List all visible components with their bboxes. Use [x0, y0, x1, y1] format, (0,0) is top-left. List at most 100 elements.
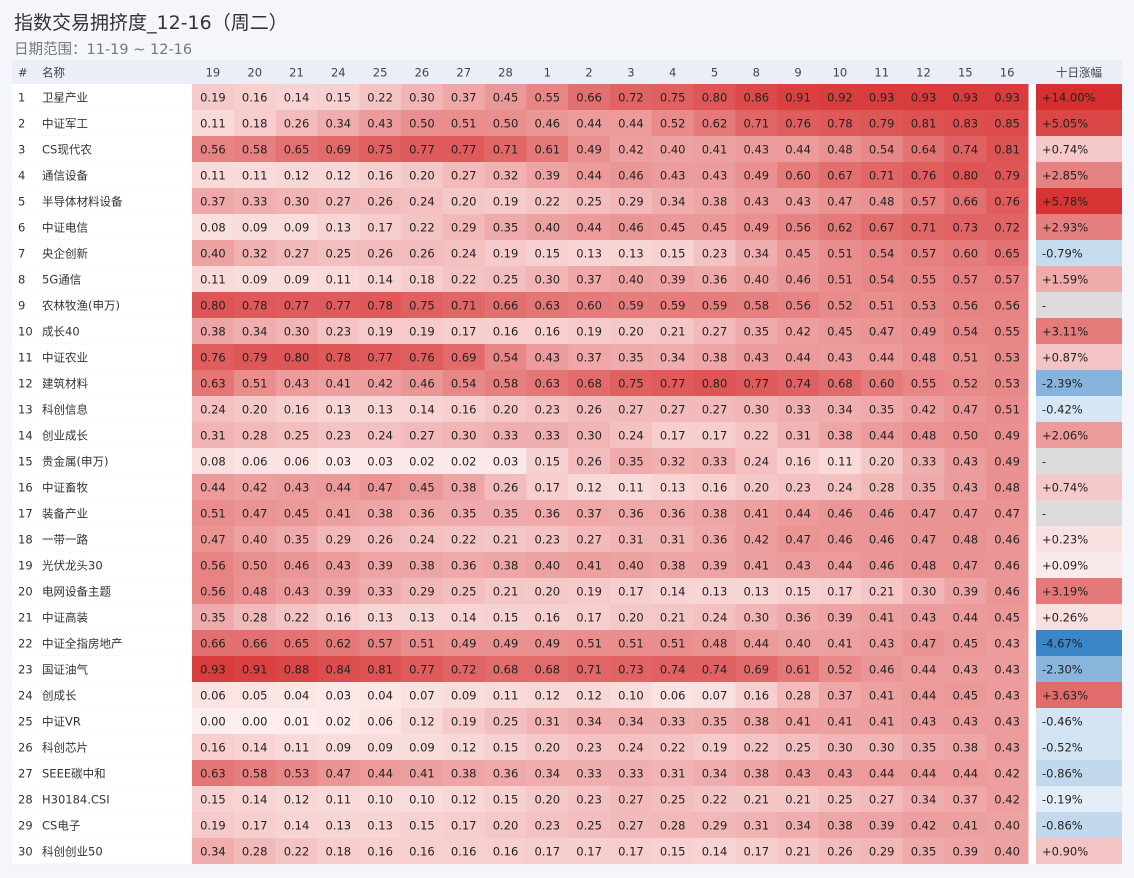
- heatmap-cell-value: 0.09: [325, 741, 351, 755]
- heatmap-cell-value: 0.47: [952, 507, 978, 521]
- heatmap-cell-value: 0.46: [994, 585, 1020, 599]
- row-index-name: 央企创新: [42, 247, 88, 261]
- heatmap-cell-value: 0.59: [618, 299, 644, 313]
- heatmap-cell: [568, 500, 611, 526]
- heatmap-cell-value: 0.44: [952, 611, 978, 625]
- heatmap-cell: [526, 318, 569, 344]
- change-cell: [1036, 344, 1122, 370]
- heatmap-cell: [693, 682, 736, 708]
- heatmap-cell-value: 0.23: [325, 325, 351, 339]
- heatmap-cell: [693, 370, 736, 396]
- heatmap-cell-value: 0.16: [284, 403, 310, 417]
- heatmap-cell-value: 0.14: [409, 403, 435, 417]
- change-cell: [1036, 136, 1122, 162]
- heatmap-cell-value: 0.31: [743, 819, 769, 833]
- heatmap-cell: [484, 136, 527, 162]
- heatmap-cell: [401, 84, 444, 110]
- heatmap-cell: [860, 266, 904, 292]
- heatmap-cell-value: 0.03: [493, 455, 519, 469]
- heatmap-cell: [484, 578, 527, 604]
- page-title: 指数交易拥挤度_12-16（周二）: [14, 12, 288, 34]
- heatmap-cell: [735, 630, 778, 656]
- heatmap-cell: [860, 552, 904, 578]
- change-cell-value: +5.78%: [1042, 195, 1088, 209]
- heatmap-cell: [986, 656, 1029, 682]
- heatmap-cell-value: 0.24: [618, 741, 644, 755]
- heatmap-cell: [442, 448, 486, 474]
- heatmap-cell-value: 0.56: [785, 299, 811, 313]
- heatmap-cell-value: 0.30: [409, 91, 435, 105]
- heatmap-cell: [944, 786, 987, 812]
- heatmap-cell: [526, 500, 569, 526]
- heatmap-cell: [944, 474, 987, 500]
- heatmap-cell-value: 0.43: [367, 117, 393, 131]
- heatmap-cell-value: 0.63: [200, 767, 226, 781]
- heatmap-cell-value: 0.17: [660, 429, 686, 443]
- heatmap-cell: [192, 84, 235, 110]
- heatmap-cell-value: 0.38: [702, 507, 728, 521]
- heatmap-cell-value: 0.16: [409, 845, 435, 859]
- heatmap-cell: [484, 630, 527, 656]
- heatmap-cell: [819, 214, 862, 240]
- heatmap-cell-value: 0.54: [493, 351, 519, 365]
- heatmap-cell-value: 0.48: [702, 637, 728, 651]
- heatmap-cell: [860, 214, 904, 240]
- heatmap-cell: [819, 318, 862, 344]
- heatmap-cell-value: 0.66: [493, 299, 519, 313]
- heatmap-cell-value: 0.51: [660, 637, 686, 651]
- heatmap-cell: [902, 396, 945, 422]
- change-cell-value: +3.19%: [1042, 585, 1088, 599]
- heatmap-cell: [192, 682, 235, 708]
- heatmap-cell: [359, 552, 402, 578]
- heatmap-cell: [651, 708, 695, 734]
- heatmap-cell: [484, 786, 527, 812]
- heatmap-cell: [484, 760, 527, 786]
- heatmap-cell-value: 0.36: [534, 507, 560, 521]
- heatmap-cell-value: 0.32: [660, 455, 686, 469]
- heatmap-cell-value: 0.06: [200, 689, 226, 703]
- heatmap-cell: [986, 630, 1029, 656]
- heatmap-cell: [735, 838, 778, 864]
- heatmap-cell: [401, 682, 444, 708]
- heatmap-cell-value: 0.56: [200, 143, 226, 157]
- heatmap-cell: [986, 526, 1029, 552]
- heatmap-cell: [526, 448, 569, 474]
- heatmap-cell-value: 0.40: [200, 247, 226, 261]
- heatmap-cell: [233, 240, 277, 266]
- heatmap-cell-value: 0.16: [367, 845, 393, 859]
- heatmap-cell: [233, 708, 277, 734]
- heatmap-cell: [317, 474, 360, 500]
- heatmap-cell-value: 0.19: [409, 325, 435, 339]
- heatmap-cell: [275, 370, 318, 396]
- heatmap-cell-value: 0.38: [200, 325, 226, 339]
- heatmap-cell: [442, 838, 486, 864]
- heatmap-cell: [777, 786, 820, 812]
- row-index-name: 科创芯片: [42, 741, 88, 755]
- change-cell-value: +14.00%: [1042, 91, 1096, 105]
- heatmap-cell: [359, 422, 402, 448]
- heatmap-cell: [192, 552, 235, 578]
- heatmap-cell: [651, 500, 695, 526]
- heatmap-cell: [944, 136, 987, 162]
- heatmap-cell: [986, 734, 1029, 760]
- row-index-name: 中证全指房地产: [42, 637, 123, 651]
- heatmap-cell-value: 0.42: [785, 325, 811, 339]
- heatmap-cell: [651, 474, 695, 500]
- header-row-bg: [12, 60, 1122, 84]
- heatmap-cell-value: 0.23: [534, 533, 560, 547]
- heatmap-cell-value: 0.14: [284, 819, 310, 833]
- row-rank: 23: [18, 663, 33, 677]
- heatmap-cell-value: 0.16: [367, 169, 393, 183]
- heatmap-cell-value: 0.29: [409, 585, 435, 599]
- heatmap-cell-value: 0.16: [534, 611, 560, 625]
- heatmap-cell-value: 0.74: [785, 377, 811, 391]
- heatmap-cell-value: 0.43: [785, 559, 811, 573]
- heatmap-cell-value: 0.93: [869, 91, 895, 105]
- heatmap-cell-value: 0.16: [493, 325, 519, 339]
- heatmap-cell-value: 0.11: [200, 169, 226, 183]
- heatmap-cell-value: 0.23: [534, 403, 560, 417]
- heatmap-cell-value: 0.51: [618, 637, 644, 651]
- heatmap-cell: [944, 552, 987, 578]
- heatmap-cell-value: 0.06: [284, 455, 310, 469]
- heatmap-cell: [651, 422, 695, 448]
